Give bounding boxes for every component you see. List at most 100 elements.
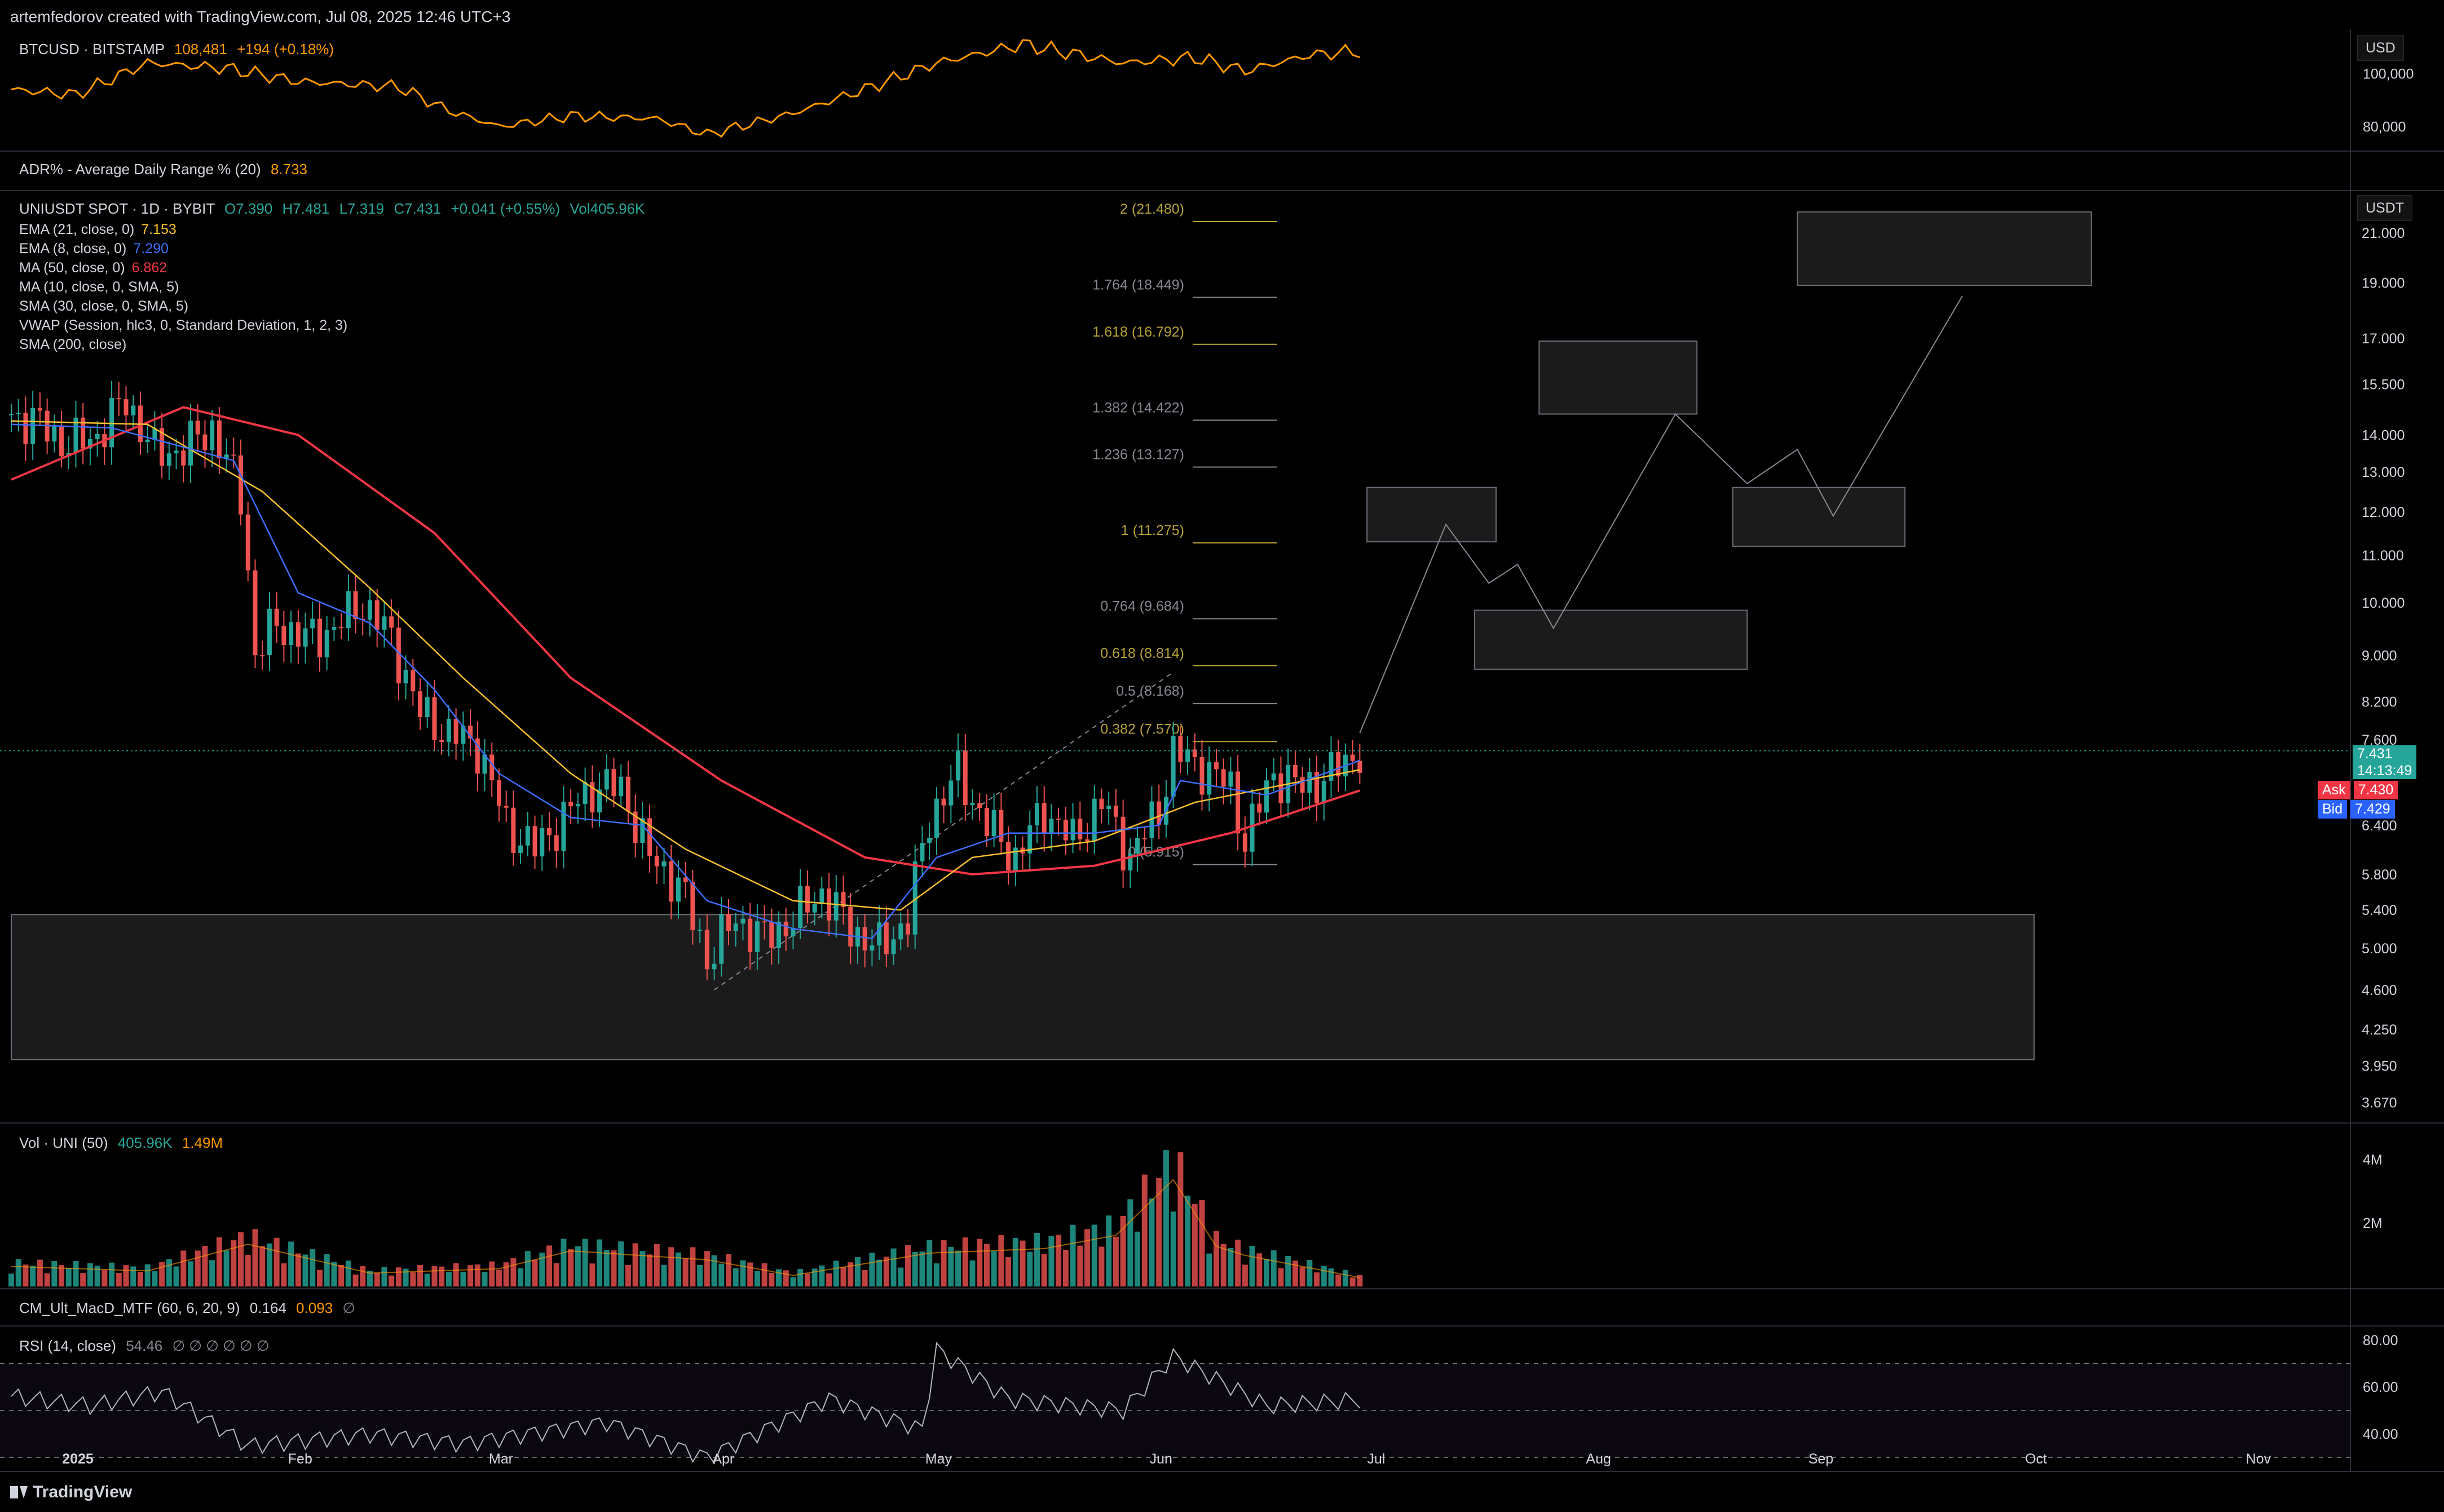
volume-bar (639, 1251, 646, 1286)
volume-bar (1299, 1267, 1305, 1286)
candle-body (37, 408, 42, 411)
candle-body (260, 655, 265, 657)
indicator-list: EMA (21, close, 0) 7.153 EMA (8, close, 0)… (19, 220, 347, 354)
volume-bar (1264, 1258, 1269, 1286)
candle-body (547, 828, 552, 835)
volume-bar (144, 1264, 151, 1286)
candle-body (339, 627, 344, 629)
volume-bar (632, 1243, 638, 1286)
volume-bar (460, 1271, 466, 1286)
axes-layer: 2025 Feb Mar Apr May Jun Jul Aug Sep Oct Nov 21.000… (62, 66, 2414, 1467)
volume-bar (941, 1240, 947, 1286)
rsi-line (11, 1342, 1361, 1465)
tradingview-logo[interactable]: TradingView (10, 1483, 132, 1502)
main-legend: UNIUSDT SPOT · 1D · BYBIT O7.390 H7.481 … (19, 200, 645, 218)
volume-bar (553, 1263, 559, 1286)
bid-price: 7.429 (2350, 800, 2395, 819)
candle-body (396, 627, 401, 684)
fib-level-label: 0.382 (7.570) (1100, 721, 1184, 737)
y-axis-label: 6.400 (2362, 818, 2397, 834)
volume-bar (166, 1259, 172, 1286)
volume-bar (1120, 1216, 1126, 1286)
x-axis-label: Apr (712, 1451, 734, 1467)
main-currency-button[interactable]: USDT (2357, 195, 2413, 221)
candle-body (482, 754, 487, 774)
indicator-row: SMA (200, close) (19, 335, 347, 354)
volume-bar (933, 1263, 939, 1286)
candle-body (1314, 772, 1320, 803)
volume-bar (869, 1253, 875, 1286)
candle-body (633, 811, 638, 843)
volume-bar (496, 1270, 502, 1286)
candle-body (777, 921, 782, 948)
volume-bar (969, 1260, 976, 1286)
volume-bar (482, 1271, 488, 1286)
candle-body (755, 921, 760, 952)
volume-bar (611, 1250, 617, 1286)
volume-bar (252, 1229, 258, 1286)
volume-bar (8, 1274, 14, 1286)
volume-bar (44, 1273, 50, 1286)
volume-bar (797, 1268, 804, 1286)
volume-bar (1113, 1236, 1119, 1286)
candle-body (368, 600, 372, 620)
candle-body (1221, 769, 1226, 787)
volume-bar (1307, 1259, 1313, 1286)
candle-body (1027, 825, 1033, 854)
ma50-line (11, 406, 1361, 876)
candle-body (1042, 803, 1047, 834)
indicator-value: 7.290 (133, 241, 169, 257)
rsi-value: 54.46 (126, 1337, 163, 1354)
candle-body (920, 843, 925, 861)
volume-bar (503, 1262, 509, 1286)
chart-canvas[interactable]: 2 (21.480) 1.764 (18.449) 1.618 (16.792) 1.… (0, 0, 2444, 1474)
volume-bar (840, 1267, 846, 1286)
volume-bar (1106, 1215, 1112, 1286)
candle-body (267, 608, 272, 656)
volume-bar (188, 1261, 193, 1286)
volume-bar (489, 1261, 495, 1286)
volume-bar (102, 1270, 108, 1286)
volume-bar (998, 1235, 1004, 1286)
candle-body (418, 691, 423, 718)
volume-bar (1328, 1268, 1334, 1286)
candle-body (166, 453, 171, 466)
countdown: 14:13:49 (2357, 763, 2412, 779)
btc-legend: BTCUSD · BITSTAMP 108,481 +194 (+0.18%) (19, 41, 334, 58)
volume-bar (704, 1251, 710, 1286)
volume-bar (668, 1247, 674, 1286)
volume-bar (1285, 1255, 1291, 1286)
candle-body (346, 591, 351, 629)
candle-body (1185, 749, 1190, 762)
btc-currency-button[interactable]: USD (2357, 35, 2404, 61)
candle-body (1264, 780, 1269, 813)
volume-bar (625, 1265, 631, 1286)
volume-bar (1034, 1232, 1040, 1286)
volume-bar (539, 1252, 545, 1286)
volume-bar (352, 1274, 359, 1286)
y-axis-label: 11.000 (2362, 548, 2404, 564)
candle-body (1013, 847, 1018, 870)
volume-bar (87, 1263, 93, 1286)
y-axis-label: 15.500 (2362, 377, 2405, 393)
volume-bar (524, 1251, 531, 1286)
rsi-legend: RSI (14, close) 54.46 ∅ ∅ ∅ ∅ ∅ ∅ (19, 1337, 270, 1355)
volume-bar (790, 1277, 796, 1286)
btc-axis-label: 100,000 (2363, 66, 2414, 82)
candle-body (1056, 819, 1061, 820)
candle-body (461, 726, 466, 744)
candle-body (160, 428, 165, 466)
candle-body (698, 930, 703, 931)
y-axis-label: 12.000 (2362, 505, 2405, 520)
volume-bar (1020, 1240, 1026, 1286)
volume-bar (1135, 1231, 1141, 1286)
candle-body (1214, 762, 1219, 770)
y-axis-label: 21.000 (2362, 226, 2405, 241)
volume-bar (1070, 1224, 1076, 1286)
candle-body (805, 886, 810, 913)
candle-body (525, 826, 530, 846)
candle-body (669, 861, 674, 902)
x-axis-label: Feb (288, 1451, 312, 1467)
candle-body (1300, 777, 1305, 793)
volume-bar (862, 1270, 868, 1286)
